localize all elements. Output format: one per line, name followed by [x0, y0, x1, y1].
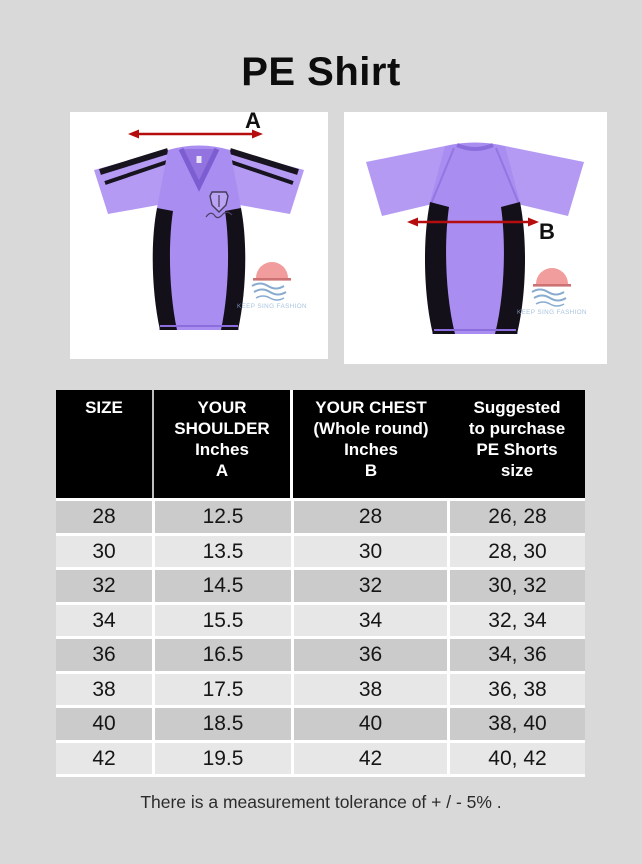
front-right-panel	[221, 208, 246, 330]
cell-shoulder: 17.5	[155, 673, 291, 705]
table-body: 28 12.5 28 26, 28 30 13.5 30 28, 30 32 1…	[56, 498, 585, 777]
table-row: 32 14.5 32 30, 32	[56, 570, 585, 602]
back-shirt-image: B KEEP SING FASHION	[344, 112, 607, 364]
table-row: 40 18.5 40 38, 40	[56, 708, 585, 740]
cell-shorts: 32, 34	[450, 604, 585, 636]
front-left-panel	[152, 208, 177, 330]
table-row: 42 19.5 42 40, 42	[56, 742, 585, 774]
watermark-logo-icon: KEEP SING FASHION	[517, 268, 587, 316]
table-row: 38 17.5 38 36, 38	[56, 673, 585, 705]
watermark-logo-icon: KEEP SING FASHION	[237, 262, 307, 310]
shoulder-stripes	[99, 148, 299, 185]
front-shirt-image: A	[70, 112, 328, 359]
back-neckline	[456, 143, 494, 151]
page-title: PE Shirt	[241, 50, 401, 94]
cell-shoulder: 13.5	[155, 535, 291, 567]
cell-chest: 40	[294, 708, 447, 740]
cell-shoulder: 12.5	[155, 501, 291, 533]
cell-size: 38	[56, 673, 152, 705]
arrow-label-b: B	[539, 219, 555, 244]
header-cell-chest: YOUR CHEST (Whole round) Inches B	[313, 398, 429, 480]
table-row: 36 16.5 36 34, 36	[56, 639, 585, 671]
front-shirt-illustration: A	[94, 112, 307, 330]
back-torso	[430, 142, 520, 334]
cell-shorts: 36, 38	[450, 673, 585, 705]
back-left-sleeve	[366, 146, 445, 216]
arrow-label-a: A	[245, 112, 261, 133]
back-shirt-illustration: B KEEP SING FASHION	[366, 142, 587, 334]
back-right-panel	[495, 202, 526, 334]
cell-size: 36	[56, 639, 152, 671]
cell-size: 32	[56, 570, 152, 602]
cell-shorts: 38, 40	[450, 708, 585, 740]
cell-shorts: 40, 42	[450, 742, 585, 774]
neck-tag	[196, 156, 202, 163]
cell-shoulder: 18.5	[155, 708, 291, 740]
back-right-sleeve	[505, 146, 584, 216]
raglan-seam-left	[430, 147, 455, 205]
crest-logo-icon	[205, 191, 233, 219]
cell-size: 42	[56, 742, 152, 774]
cell-size: 40	[56, 708, 152, 740]
chest-arrow	[407, 217, 539, 227]
cell-chest: 32	[294, 570, 447, 602]
size-chart-table: SIZE YOUR SHOULDER Inches A YOUR CHEST (…	[56, 390, 585, 777]
cell-shorts: 28, 30	[450, 535, 585, 567]
back-left-panel	[424, 202, 455, 334]
raglan-seam-right	[495, 147, 520, 205]
header-cell-shorts: Suggested to purchase PE Shorts size	[468, 398, 566, 480]
cell-chest: 30	[294, 535, 447, 567]
cell-shorts: 34, 36	[450, 639, 585, 671]
cell-chest: 38	[294, 673, 447, 705]
cell-chest: 36	[294, 639, 447, 671]
header-cell-shoulder: YOUR SHOULDER Inches A	[154, 390, 293, 498]
cell-shoulder: 14.5	[155, 570, 291, 602]
cell-size: 28	[56, 501, 152, 533]
v-neck-collar	[178, 147, 220, 192]
cell-shorts: 26, 28	[450, 501, 585, 533]
table-header-row: SIZE YOUR SHOULDER Inches A YOUR CHEST (…	[56, 390, 585, 498]
table-row: 34 15.5 34 32, 34	[56, 604, 585, 636]
header-cell-size: SIZE	[56, 390, 154, 498]
cell-chest: 28	[294, 501, 447, 533]
shoulder-arrow	[128, 129, 263, 139]
tolerance-note: There is a measurement tolerance of + / …	[140, 792, 502, 812]
cell-size: 30	[56, 535, 152, 567]
cell-chest: 34	[294, 604, 447, 636]
watermark-text: KEEP SING FASHION	[237, 303, 307, 310]
cell-shoulder: 15.5	[155, 604, 291, 636]
cell-shorts: 30, 32	[450, 570, 585, 602]
cell-shoulder: 16.5	[155, 639, 291, 671]
table-row: 30 13.5 30 28, 30	[56, 535, 585, 567]
cell-size: 34	[56, 604, 152, 636]
cell-chest: 42	[294, 742, 447, 774]
cell-shoulder: 19.5	[155, 742, 291, 774]
watermark-text: KEEP SING FASHION	[517, 309, 587, 316]
table-row: 28 12.5 28 26, 28	[56, 501, 585, 533]
